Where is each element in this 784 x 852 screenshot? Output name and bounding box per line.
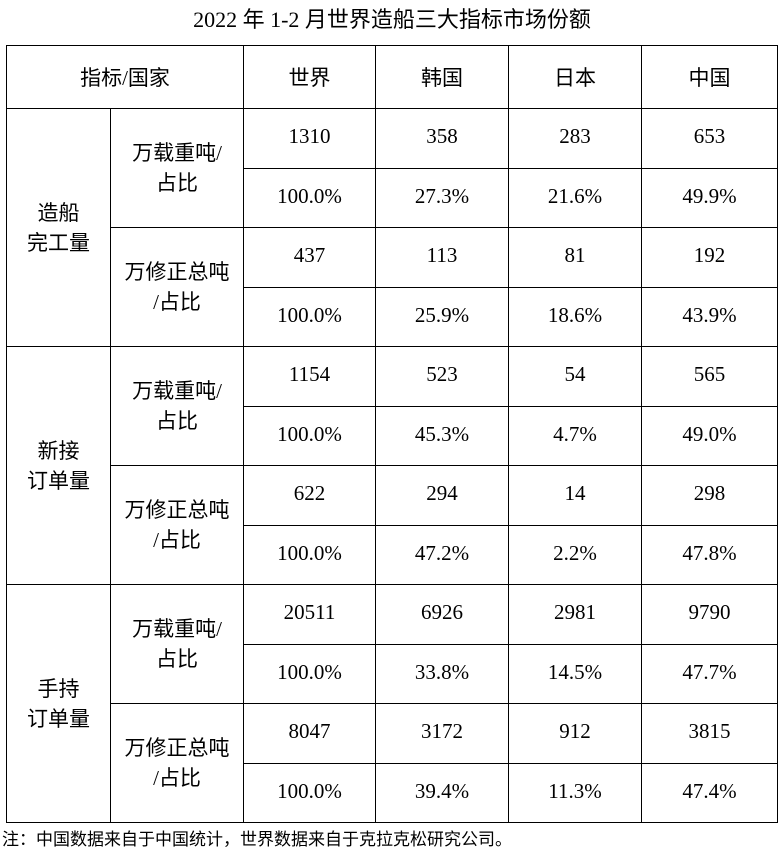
value-cell: 49.9%: [641, 167, 778, 228]
value-cell: 18.6%: [508, 286, 642, 347]
unit-label-line: 万修正总吨: [124, 260, 230, 284]
value-cell: 2981: [508, 584, 642, 645]
value-cell: 912: [508, 703, 642, 764]
value-cell: 54: [508, 346, 642, 407]
value-cell: 565: [641, 346, 778, 407]
value-cell: 9790: [641, 584, 778, 645]
header-row: 指标/国家 世界 韩国 日本 中国: [6, 45, 778, 109]
data-row: 万修正总吨/占比 8047 3172 912 3815: [7, 703, 778, 823]
header-cell: 韩国: [375, 45, 509, 109]
value-cell: 47.8%: [641, 524, 778, 585]
value-cell: 100.0%: [243, 286, 376, 347]
group-label: 新接 订单量: [6, 346, 111, 585]
group-label-line: 新接: [37, 438, 80, 463]
value-cell: 43.9%: [641, 286, 778, 347]
header-cell: 世界: [243, 45, 376, 109]
title: 2022 年 1-2 月世界造船三大指标市场份额: [193, 7, 591, 32]
footnote: 注：中国数据来自于中国统计，世界数据来自于克拉克松研究公司。: [2, 830, 512, 849]
value-cell: 298: [641, 465, 778, 526]
group-label-line: 订单量: [27, 468, 90, 493]
value-cell: 1310: [243, 108, 376, 169]
value-cell: 27.3%: [375, 167, 509, 228]
data-row: 造船 完工量 万载重吨/占比 1310 358 283 653: [6, 108, 778, 347]
value-cell: 100.0%: [243, 167, 376, 228]
header-cell: 日本: [508, 45, 642, 109]
data-row: 手持 订单量 万载重吨/占比 20511 6926 2981 9790: [6, 584, 778, 823]
unit-label-line: 万载重吨/: [132, 141, 222, 165]
group-label: 造船 完工量: [6, 108, 111, 347]
value-cell: 2.2%: [508, 524, 642, 585]
value-cell: 523: [375, 346, 509, 407]
unit-label-line: 占比: [156, 409, 198, 433]
header-cell: 中国: [641, 45, 778, 109]
unit-label: 万修正总吨/占比: [110, 703, 244, 823]
value-cell: 3815: [641, 703, 778, 764]
value-cell: 47.4%: [641, 762, 778, 823]
unit-label: 万载重吨/占比: [110, 346, 244, 466]
value-cell: 8047: [243, 703, 376, 764]
value-cell: 11.3%: [508, 762, 642, 823]
value-cell: 81: [508, 227, 642, 288]
value-cell: 622: [243, 465, 376, 526]
header-cell: 指标/国家: [6, 45, 244, 109]
group-label-line: 订单量: [27, 706, 90, 731]
value-cell: 33.8%: [375, 643, 509, 704]
data-row: 100.0% 39.4% 11.3% 47.4%: [7, 762, 778, 823]
unit-label-line: 万修正总吨: [124, 498, 230, 522]
value-cell: 113: [375, 227, 509, 288]
unit-label-line: 万修正总吨: [124, 736, 230, 760]
group-label-line: 手持: [37, 676, 80, 701]
data-row: 新接 订单量 万载重吨/占比 1154 523 54 565: [6, 346, 778, 585]
value-cell: 283: [508, 108, 642, 169]
value-cell: 294: [375, 465, 509, 526]
unit-label: 万载重吨/占比: [110, 108, 244, 228]
data-row: 100.0% 25.9% 18.6% 43.9%: [7, 286, 778, 347]
value-cell: 47.7%: [641, 643, 778, 704]
unit-label-line: 万载重吨/: [132, 617, 222, 641]
group-label-line: 造船: [37, 200, 80, 225]
data-row: 万修正总吨/占比 437 113 81 192: [7, 227, 778, 347]
data-row: 100.0% 45.3% 4.7% 49.0%: [7, 405, 778, 466]
unit-label: 万修正总吨/占比: [110, 227, 244, 347]
value-cell: 437: [243, 227, 376, 288]
value-cell: 1154: [243, 346, 376, 407]
group-label-line: 完工量: [27, 230, 90, 255]
value-cell: 6926: [375, 584, 509, 645]
unit-label: 万载重吨/占比: [110, 584, 244, 704]
value-cell: 14: [508, 465, 642, 526]
value-cell: 653: [641, 108, 778, 169]
value-cell: 100.0%: [243, 405, 376, 466]
unit-label-line: /占比: [153, 290, 201, 314]
data-table: 指标/国家 世界 韩国 日本 中国 造船 完工量 万载重吨/占比 1310 358 283 653 10…: [6, 45, 778, 823]
unit-label-line: 万载重吨/: [132, 379, 222, 403]
value-cell: 47.2%: [375, 524, 509, 585]
value-cell: 39.4%: [375, 762, 509, 823]
value-cell: 49.0%: [641, 405, 778, 466]
value-cell: 45.3%: [375, 405, 509, 466]
group-label: 手持 订单量: [6, 584, 111, 823]
value-cell: 100.0%: [243, 524, 376, 585]
unit-label-line: 占比: [156, 647, 198, 671]
unit-label-line: 占比: [156, 171, 198, 195]
value-cell: 21.6%: [508, 167, 642, 228]
value-cell: 4.7%: [508, 405, 642, 466]
value-cell: 3172: [375, 703, 509, 764]
unit-label: 万修正总吨/占比: [110, 465, 244, 585]
value-cell: 192: [641, 227, 778, 288]
value-cell: 14.5%: [508, 643, 642, 704]
value-cell: 25.9%: [375, 286, 509, 347]
value-cell: 100.0%: [243, 643, 376, 704]
value-cell: 100.0%: [243, 762, 376, 823]
unit-label-line: /占比: [153, 528, 201, 552]
data-row: 100.0% 47.2% 2.2% 47.8%: [7, 524, 778, 585]
value-cell: 20511: [243, 584, 376, 645]
data-row: 万修正总吨/占比 622 294 14 298: [7, 465, 778, 585]
value-cell: 358: [375, 108, 509, 169]
unit-label-line: /占比: [153, 766, 201, 790]
data-row: 100.0% 33.8% 14.5% 47.7%: [7, 643, 778, 704]
